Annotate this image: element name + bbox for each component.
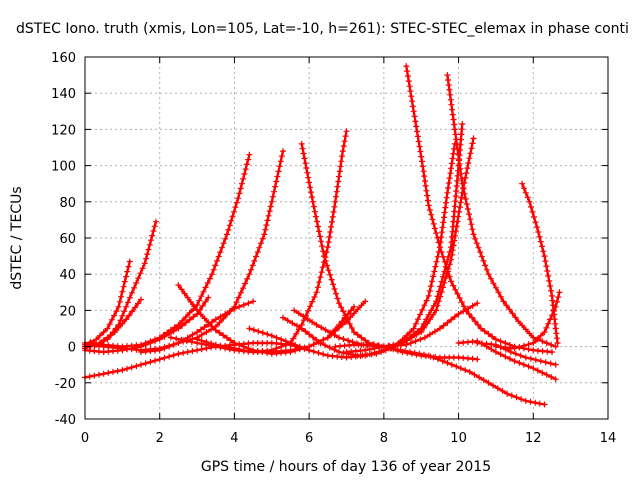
x-tick-label: 10 bbox=[450, 431, 467, 446]
series-sat-k bbox=[194, 128, 350, 355]
series-markers bbox=[138, 298, 257, 355]
y-axis-label: dSTEC / TECUs bbox=[9, 186, 25, 289]
x-tick-label: 8 bbox=[380, 431, 388, 446]
series-markers bbox=[444, 72, 559, 350]
y-tick-labels: -40 -20 0 20 40 60 80 100 120 140 160 bbox=[51, 51, 76, 428]
y-tick-label: 20 bbox=[59, 304, 76, 319]
series-sat-m bbox=[246, 121, 466, 361]
y-tick-label: 80 bbox=[59, 196, 76, 211]
series-sat-s bbox=[444, 72, 559, 350]
series-markers bbox=[519, 180, 561, 346]
series-markers bbox=[246, 121, 466, 361]
series-layer bbox=[82, 63, 563, 408]
series-markers bbox=[492, 289, 563, 352]
x-tick-label: 14 bbox=[600, 431, 617, 446]
series-line bbox=[195, 130, 348, 354]
x-tick-label: 4 bbox=[230, 431, 238, 446]
y-tick-label: 40 bbox=[59, 268, 76, 283]
y-tick-label: -20 bbox=[55, 377, 76, 392]
x-tick-label: 0 bbox=[81, 431, 89, 446]
y-tick-label: 120 bbox=[51, 123, 76, 138]
x-axis-label: GPS time / hours of day 136 of year 2015 bbox=[201, 459, 491, 475]
y-tick-label: 100 bbox=[51, 160, 76, 175]
series-markers bbox=[194, 128, 350, 355]
series-sat-t bbox=[455, 338, 559, 383]
x-tick-label: 6 bbox=[305, 431, 313, 446]
axis-ticks bbox=[84, 56, 609, 420]
y-tick-label: 140 bbox=[51, 87, 76, 102]
grid bbox=[85, 57, 608, 419]
x-tick-labels: 0 2 4 6 8 10 12 14 bbox=[81, 431, 616, 446]
x-tick-label: 2 bbox=[156, 431, 164, 446]
y-tick-label: 0 bbox=[68, 341, 76, 356]
series-sat-u bbox=[474, 340, 559, 368]
series-markers bbox=[332, 341, 548, 408]
series-markers bbox=[82, 151, 253, 350]
series-sat-b bbox=[82, 258, 133, 348]
x-tick-label: 12 bbox=[525, 431, 542, 446]
series-sat-v bbox=[519, 180, 561, 346]
y-tick-label: 160 bbox=[51, 51, 76, 66]
series-markers bbox=[82, 258, 133, 348]
series-line bbox=[405, 64, 554, 354]
series-markers bbox=[474, 340, 559, 368]
series-sat-q bbox=[332, 341, 548, 408]
series-sat-w bbox=[492, 289, 563, 352]
series-sat-h bbox=[138, 298, 257, 355]
series-sat-f bbox=[82, 151, 253, 350]
y-tick-label: -40 bbox=[55, 413, 76, 428]
y-tick-label: 60 bbox=[59, 232, 76, 247]
chart-title: dSTEC Iono. truth (xmis, Lon=105, Lat=-1… bbox=[16, 21, 629, 37]
